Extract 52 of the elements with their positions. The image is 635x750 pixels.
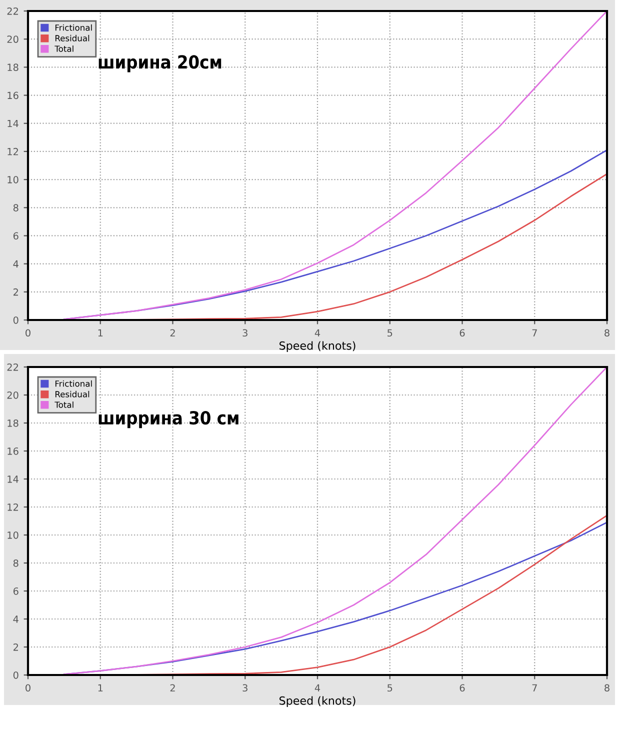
y-tick-label: 4: [13, 616, 18, 623]
x-tick-label: 3: [242, 329, 248, 337]
x-tick-label: 6: [460, 684, 465, 692]
y-tick-label: 6: [13, 232, 18, 240]
y-tick-label: 20: [7, 36, 18, 43]
x-tick-label: 6: [460, 329, 465, 337]
legend-label: Frictional: [55, 380, 92, 387]
y-tick-label: 4: [13, 260, 18, 268]
legend-label: Total: [54, 401, 74, 408]
legend-label: Frictional: [55, 24, 92, 31]
x-tick-label: 2: [170, 329, 175, 336]
y-tick-label: 20: [7, 391, 18, 399]
y-tick-label: 10: [8, 531, 18, 539]
x-tick-label: 3: [242, 684, 248, 692]
x-tick-label: 7: [532, 684, 537, 692]
x-tick-label: 0: [26, 329, 30, 337]
y-tick-label: 2: [14, 643, 18, 651]
x-tick-label: 4: [314, 329, 320, 336]
x-tick-label: 0: [26, 684, 30, 692]
x-tick-label: 1: [98, 684, 103, 692]
y-tick-label: 0: [13, 316, 18, 324]
legend-label: Residual: [55, 390, 90, 398]
x-tick-label: 5: [388, 684, 392, 692]
x-tick-label: 5: [388, 329, 392, 337]
y-tick-label: 6: [13, 587, 18, 595]
y-tick-label: 12: [8, 503, 18, 511]
y-tick-label: 18: [8, 419, 18, 427]
y-tick-label: 0: [13, 671, 18, 679]
legend-label: Total: [54, 45, 74, 52]
x-axis-title: Speed (knots): [280, 696, 356, 707]
y-tick-label: 16: [8, 447, 18, 455]
y-tick-label: 2: [14, 288, 18, 296]
y-tick-label: 18: [8, 64, 18, 72]
x-tick-label: 8: [604, 684, 610, 692]
y-tick-label: 22: [7, 363, 18, 371]
x-tick-label: 1: [98, 329, 103, 336]
x-tick-label: 4: [314, 684, 320, 692]
y-tick-label: 12: [8, 148, 18, 156]
y-tick-label: 14: [8, 476, 18, 483]
y-tick-label: 8: [13, 204, 18, 212]
x-tick-label: 2: [170, 684, 175, 692]
x-axis-title: Speed (knots): [280, 341, 356, 352]
y-tick-label: 16: [8, 92, 18, 100]
legend-label: Residual: [55, 34, 90, 42]
y-tick-label: 14: [8, 120, 18, 128]
annotation: ширрина 30 см: [98, 410, 238, 428]
y-tick-label: 10: [8, 176, 18, 184]
x-tick-label: 7: [532, 329, 537, 336]
x-tick-label: 8: [604, 329, 610, 337]
annotation: ширина 20см: [98, 55, 222, 72]
y-tick-label: 8: [13, 559, 18, 567]
y-tick-label: 22: [7, 7, 18, 15]
